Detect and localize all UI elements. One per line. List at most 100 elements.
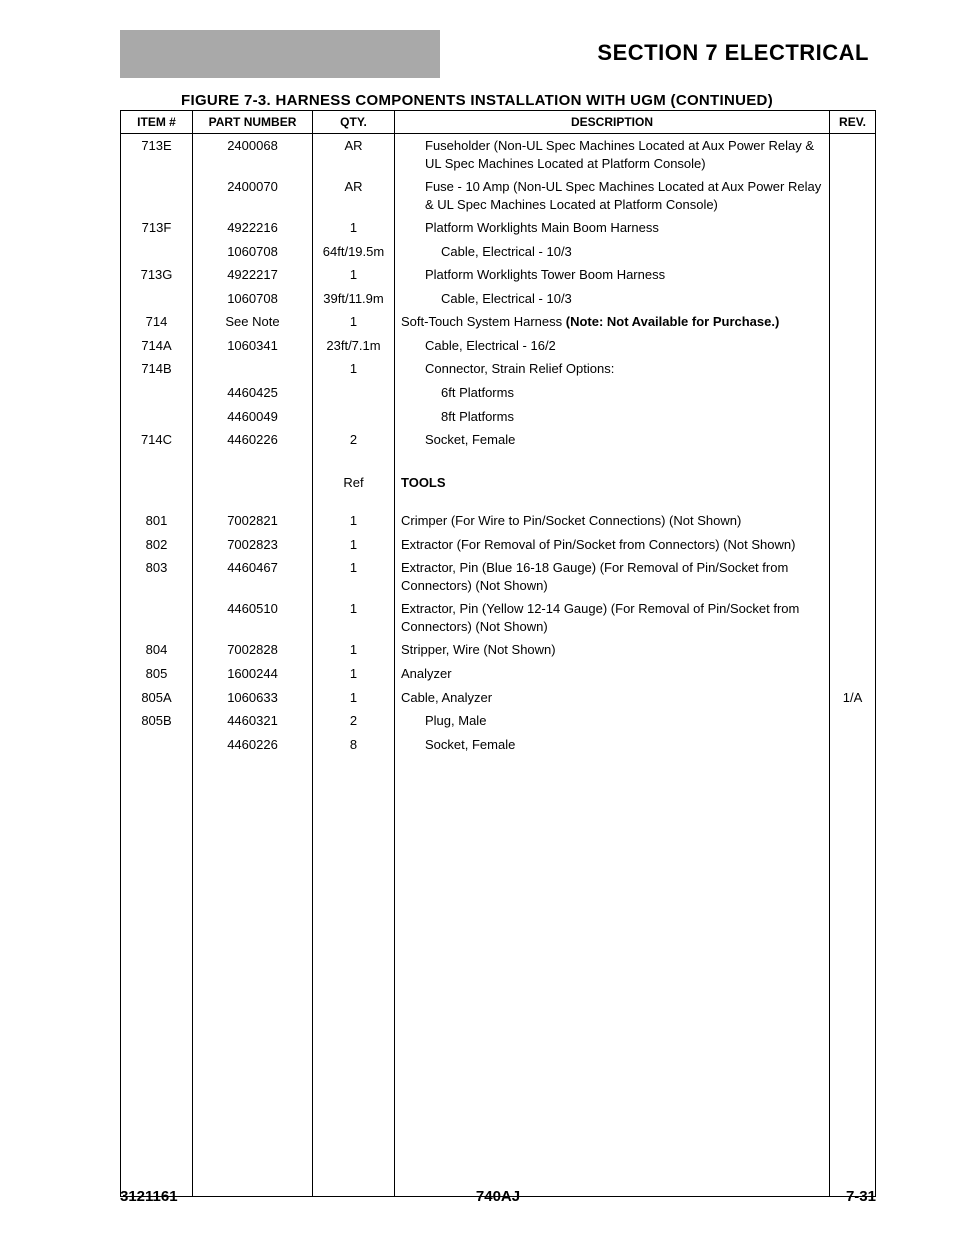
- cell-part: 4460226: [193, 733, 313, 757]
- page-footer: 740AJ 3121161 7-31: [120, 1188, 876, 1205]
- cell-qty: 8: [313, 733, 395, 757]
- table-row: 80516002441Analyzer: [121, 662, 876, 686]
- cell-rev: [830, 428, 876, 452]
- cell-qty: 1: [313, 638, 395, 662]
- tools-header-row: RefTOOLS: [121, 452, 876, 510]
- cell-desc: Soft-Touch System Harness (Note: Not Ava…: [395, 310, 830, 334]
- cell-rev: [830, 216, 876, 240]
- cell-desc: Platform Worklights Tower Boom Harness: [395, 263, 830, 287]
- cell-rev: [830, 509, 876, 533]
- cell-rev: [830, 556, 876, 597]
- filler-row: [121, 756, 876, 1196]
- cell-part: 1060633: [193, 686, 313, 710]
- figure-caption: FIGURE 7-3. HARNESS COMPONENTS INSTALLAT…: [0, 92, 954, 109]
- cell-desc: Connector, Strain Relief Options:: [395, 357, 830, 381]
- col-header-desc: DESCRIPTION: [395, 111, 830, 134]
- cell-part: See Note: [193, 310, 313, 334]
- cell-qty: 23ft/7.1m: [313, 334, 395, 358]
- col-header-rev: REV.: [830, 111, 876, 134]
- cell-rev: [830, 452, 876, 510]
- table-row: 713E2400068ARFuseholder (Non-UL Spec Mac…: [121, 134, 876, 176]
- cell-desc: Extractor, Pin (Blue 16-18 Gauge) (For R…: [395, 556, 830, 597]
- cell-item: 805B: [121, 709, 193, 733]
- cell-desc: Cable, Analyzer: [395, 686, 830, 710]
- cell-desc: Crimper (For Wire to Pin/Socket Connecti…: [395, 509, 830, 533]
- cell-rev: [830, 733, 876, 757]
- cell-qty: 1: [313, 662, 395, 686]
- table-row: 805A10606331Cable, Analyzer1/A: [121, 686, 876, 710]
- cell-desc: Extractor (For Removal of Pin/Socket fro…: [395, 533, 830, 557]
- header-gray-block: [120, 30, 440, 78]
- cell-item: [121, 381, 193, 405]
- page-header: SECTION 7 ELECTRICAL: [0, 30, 954, 78]
- cell-desc: Plug, Male: [395, 709, 830, 733]
- cell-qty: 1: [313, 533, 395, 557]
- cell-item: 714A: [121, 334, 193, 358]
- cell-desc: Extractor, Pin (Yellow 12-14 Gauge) (For…: [395, 597, 830, 638]
- cell-item: 713F: [121, 216, 193, 240]
- table-row: 80344604671Extractor, Pin (Blue 16-18 Ga…: [121, 556, 876, 597]
- cell-part: 4460467: [193, 556, 313, 597]
- cell-qty: Ref: [313, 452, 395, 510]
- cell-desc: Socket, Female: [395, 733, 830, 757]
- cell-qty: [313, 405, 395, 429]
- cell-rev: [830, 597, 876, 638]
- cell-qty: AR: [313, 175, 395, 216]
- col-header-item: ITEM #: [121, 111, 193, 134]
- cell-item: 713E: [121, 134, 193, 176]
- cell-item: 804: [121, 638, 193, 662]
- cell-part: 4922217: [193, 263, 313, 287]
- table-body: 713E2400068ARFuseholder (Non-UL Spec Mac…: [121, 134, 876, 1197]
- cell-qty: 1: [313, 556, 395, 597]
- table-header-row: ITEM # PART NUMBER QTY. DESCRIPTION REV.: [121, 111, 876, 134]
- cell-desc: Analyzer: [395, 662, 830, 686]
- cell-item: 714B: [121, 357, 193, 381]
- footer-center: 740AJ: [120, 1188, 876, 1205]
- table-row: 44605101Extractor, Pin (Yellow 12-14 Gau…: [121, 597, 876, 638]
- cell-item: [121, 733, 193, 757]
- cell-rev: [830, 709, 876, 733]
- cell-rev: [830, 638, 876, 662]
- table-row: 44604256ft Platforms: [121, 381, 876, 405]
- cell-rev: [830, 662, 876, 686]
- cell-rev: [830, 405, 876, 429]
- cell-part: 7002828: [193, 638, 313, 662]
- cell-item: [121, 287, 193, 311]
- cell-desc: Fuse - 10 Amp (Non-UL Spec Machines Loca…: [395, 175, 830, 216]
- filler-cell: [121, 756, 193, 1196]
- cell-part: 1060341: [193, 334, 313, 358]
- cell-part: 4922216: [193, 216, 313, 240]
- cell-qty: 1: [313, 216, 395, 240]
- cell-part: 4460226: [193, 428, 313, 452]
- cell-qty: 1: [313, 597, 395, 638]
- table-row: 714See Note1Soft-Touch System Harness (N…: [121, 310, 876, 334]
- cell-part: 4460510: [193, 597, 313, 638]
- cell-item: 802: [121, 533, 193, 557]
- cell-rev: [830, 357, 876, 381]
- cell-rev: [830, 334, 876, 358]
- cell-part: 4460425: [193, 381, 313, 405]
- cell-item: 803: [121, 556, 193, 597]
- cell-item: 714C: [121, 428, 193, 452]
- cell-rev: [830, 263, 876, 287]
- filler-cell: [313, 756, 395, 1196]
- cell-rev: [830, 533, 876, 557]
- table-row: 106070839ft/11.9mCable, Electrical - 10/…: [121, 287, 876, 311]
- cell-part: 4460321: [193, 709, 313, 733]
- table-row: 714A106034123ft/7.1mCable, Electrical - …: [121, 334, 876, 358]
- cell-item: 805: [121, 662, 193, 686]
- cell-part: 4460049: [193, 405, 313, 429]
- cell-qty: AR: [313, 134, 395, 176]
- filler-cell: [830, 756, 876, 1196]
- table-row: 805B44603212Plug, Male: [121, 709, 876, 733]
- cell-qty: [313, 381, 395, 405]
- cell-item: 801: [121, 509, 193, 533]
- col-header-qty: QTY.: [313, 111, 395, 134]
- cell-item: [121, 175, 193, 216]
- cell-qty: 2: [313, 428, 395, 452]
- cell-part: 7002821: [193, 509, 313, 533]
- cell-item: [121, 597, 193, 638]
- filler-cell: [395, 756, 830, 1196]
- cell-item: [121, 452, 193, 510]
- cell-part: [193, 357, 313, 381]
